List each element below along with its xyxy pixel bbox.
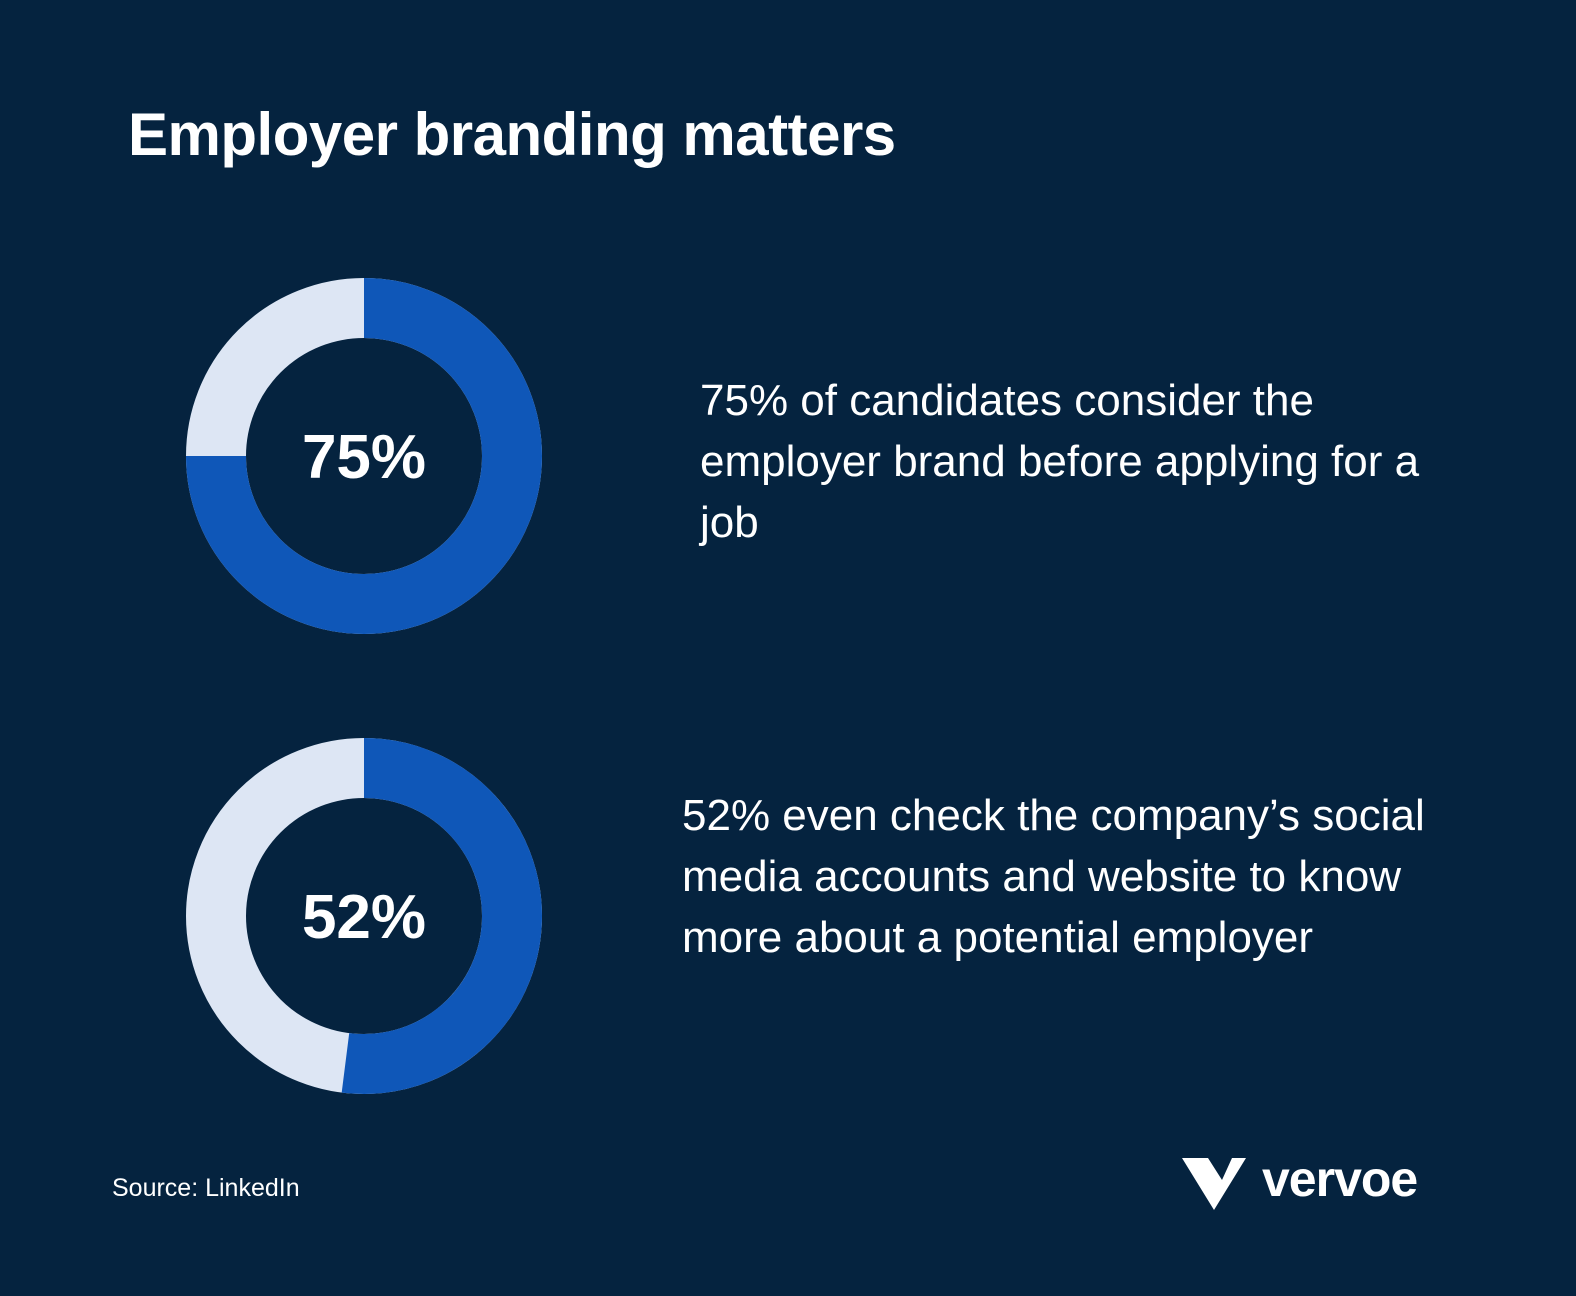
center-label: 75% bbox=[302, 423, 426, 492]
annotation: 75% of candidates consider the employer … bbox=[700, 376, 1420, 547]
title: Employer branding matters bbox=[128, 101, 896, 168]
logo: vervoe bbox=[1262, 1151, 1418, 1207]
donut-segment bbox=[186, 278, 542, 634]
source: Source: LinkedIn bbox=[112, 1174, 300, 1202]
donut-segment bbox=[341, 738, 543, 1094]
center-label: 52% bbox=[302, 883, 426, 952]
logo-mark bbox=[1182, 1158, 1246, 1210]
annotation: 52% even check the company’s social medi… bbox=[682, 791, 1425, 962]
